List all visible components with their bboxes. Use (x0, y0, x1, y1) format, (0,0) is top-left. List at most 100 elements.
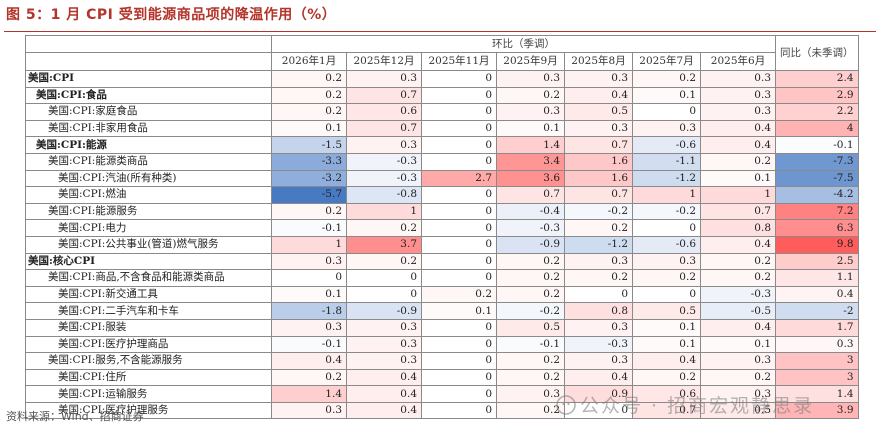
mom-cell: -1.5 (271, 136, 347, 154)
watermark-text: 公众号 · 招商宏观静思录 (580, 395, 815, 417)
row-label: 美国:CPI:能源 (25, 136, 272, 154)
mom-cell: 0.3 (564, 252, 633, 271)
mom-cell: 0.2 (271, 70, 347, 88)
mom-cell: 0.2 (271, 103, 347, 121)
header-period: 2025年11月 (421, 52, 497, 71)
table-row: 美国:CPI:住所 0.2 0.4 0 0.2 0.4 0.2 0.2 3 (25, 368, 859, 387)
table-row: 美国:CPI:服装 0.3 0.3 0 0.5 0.3 0.1 0.4 1.7 (25, 318, 859, 337)
mom-cell: 0.4 (700, 119, 776, 138)
row-label: 美国:CPI:服装 (25, 318, 272, 337)
mom-cell: -1.1 (632, 152, 701, 171)
row-label: 美国:CPI:新交通工具 (25, 285, 272, 304)
mom-cell: -0.9 (496, 235, 565, 254)
table-row: 美国:CPI:公共事业(管道)燃气服务 1 3.7 0 -0.9 -1.2 -0.6 0.4 9… (25, 235, 859, 254)
row-label: 美国:CPI:公共事业(管道)燃气服务 (25, 235, 272, 254)
mom-cell: 0.3 (700, 86, 776, 105)
mom-cell: 0.2 (271, 202, 347, 221)
mom-cell: 0.7 (346, 119, 422, 138)
mom-cell: 3.4 (496, 152, 565, 171)
mom-cell: 0.2 (421, 285, 497, 304)
mom-cell: 2.7 (421, 169, 497, 188)
mom-cell: 0.1 (632, 86, 701, 105)
mom-cell: -3.3 (271, 152, 347, 171)
header-corner-2 (25, 52, 272, 71)
mom-cell: 0.2 (632, 70, 701, 88)
table-row: 美国:CPI:商品,不含食品和能源类商品 0 0 0 0.2 0.2 0.2 0.2 1.1 (25, 269, 859, 287)
mom-cell: 0 (421, 103, 497, 121)
mom-cell: 0.2 (346, 252, 422, 271)
mom-cell: 0 (421, 335, 497, 354)
mom-cell: 0.2 (564, 269, 633, 287)
yoy-cell: 2.2 (775, 103, 859, 121)
mom-cell: 1.6 (564, 169, 633, 188)
mom-cell: 0.3 (346, 335, 422, 354)
mom-cell: -0.9 (346, 302, 422, 320)
mom-cell: -0.2 (496, 302, 565, 320)
mom-cell: 0 (421, 368, 497, 387)
table-row: 美国:CPI:新交通工具 0.1 0 0.2 0.2 0 0 -0.3 0.4 (25, 285, 859, 304)
mom-cell: 0 (421, 86, 497, 105)
mom-cell: 0 (421, 70, 497, 88)
mom-cell: 0.2 (496, 252, 565, 271)
mom-cell: 0.3 (346, 318, 422, 337)
table-row: 美国:CPI:能源 -1.5 0.3 0 1.4 0.7 -0.6 0.4 -0.1 (25, 136, 859, 154)
mom-cell: 0.4 (346, 385, 422, 403)
mom-cell: 0.3 (346, 70, 422, 88)
mom-cell: -0.6 (632, 235, 701, 254)
mom-cell: -0.1 (271, 335, 347, 354)
mom-cell: -0.3 (496, 219, 565, 237)
row-label: 美国:CPI:食品 (25, 86, 272, 105)
mom-cell: 0.7 (346, 86, 422, 105)
mom-cell: 0 (421, 202, 497, 221)
mom-cell: 0.3 (271, 401, 347, 420)
table-row: 美国:CPI:服务,不含能源服务 0.4 0.3 0 0.2 0.3 0.4 0.3 3 (25, 352, 859, 370)
yoy-cell: 1.7 (775, 318, 859, 337)
figure-title: 图 5：1 月 CPI 受到能源商品项的降温作用（%） (6, 7, 337, 23)
header-row-periods: 2026年1月 2025年12月 2025年11月 2025年9月 2025年8月 202… (25, 52, 859, 71)
mom-cell: 0.2 (564, 219, 633, 237)
mom-cell: 0.2 (632, 269, 701, 287)
mom-cell: -3.2 (271, 169, 347, 188)
yoy-cell: 2.9 (775, 86, 859, 105)
title-divider (4, 31, 876, 32)
mom-cell: 0.5 (632, 302, 701, 320)
mom-cell: -0.3 (346, 152, 422, 171)
mom-cell: 0.3 (564, 119, 633, 138)
yoy-cell: 3.9 (775, 401, 859, 420)
mom-cell: 0 (421, 385, 497, 403)
mom-cell: 0.8 (700, 219, 776, 237)
mom-cell: 0.1 (271, 285, 347, 304)
mom-cell: 0.4 (700, 136, 776, 154)
mom-cell: 0 (564, 401, 633, 420)
yoy-cell: 3 (775, 368, 859, 387)
table-row: 美国:CPI:食品 0.2 0.7 0 0.2 0.4 0.1 0.3 2.9 (25, 86, 859, 105)
row-label: 美国:CPI:医疗护理服务 (25, 401, 272, 420)
row-label: 美国:CPI:燃油 (25, 186, 272, 204)
mom-cell: 0.2 (700, 252, 776, 271)
mom-cell: 0.3 (564, 352, 633, 370)
mom-cell: 0 (271, 269, 347, 287)
mom-cell: 0.3 (564, 70, 633, 88)
mom-cell: 0 (421, 235, 497, 254)
mom-cell: 0.3 (632, 252, 701, 271)
mom-cell: 0.4 (700, 318, 776, 337)
yoy-cell: 2.4 (775, 70, 859, 88)
mom-cell: 0 (421, 252, 497, 271)
mom-cell: 0.3 (496, 385, 565, 403)
mom-cell: 0.2 (496, 86, 565, 105)
table-row: 美国:CPI:燃油 -5.7 -0.8 0 0.7 0.7 1 1 -4.2 (25, 186, 859, 204)
mom-cell: 0.7 (496, 186, 565, 204)
mom-cell: -0.1 (496, 335, 565, 354)
mom-cell: -0.5 (700, 302, 776, 320)
mom-cell: 0.4 (346, 368, 422, 387)
mom-cell: 0 (421, 136, 497, 154)
row-label: 美国:CPI:医疗护理商品 (25, 335, 272, 354)
yoy-cell: -7.3 (775, 152, 859, 171)
mom-cell: 0 (632, 103, 701, 121)
mom-cell: 0 (564, 285, 633, 304)
mom-cell: 3.7 (346, 235, 422, 254)
mom-cell: 0.6 (632, 385, 701, 403)
mom-cell: 0 (346, 285, 422, 304)
mom-cell: -0.1 (271, 219, 347, 237)
yoy-cell: 1.4 (775, 385, 859, 403)
